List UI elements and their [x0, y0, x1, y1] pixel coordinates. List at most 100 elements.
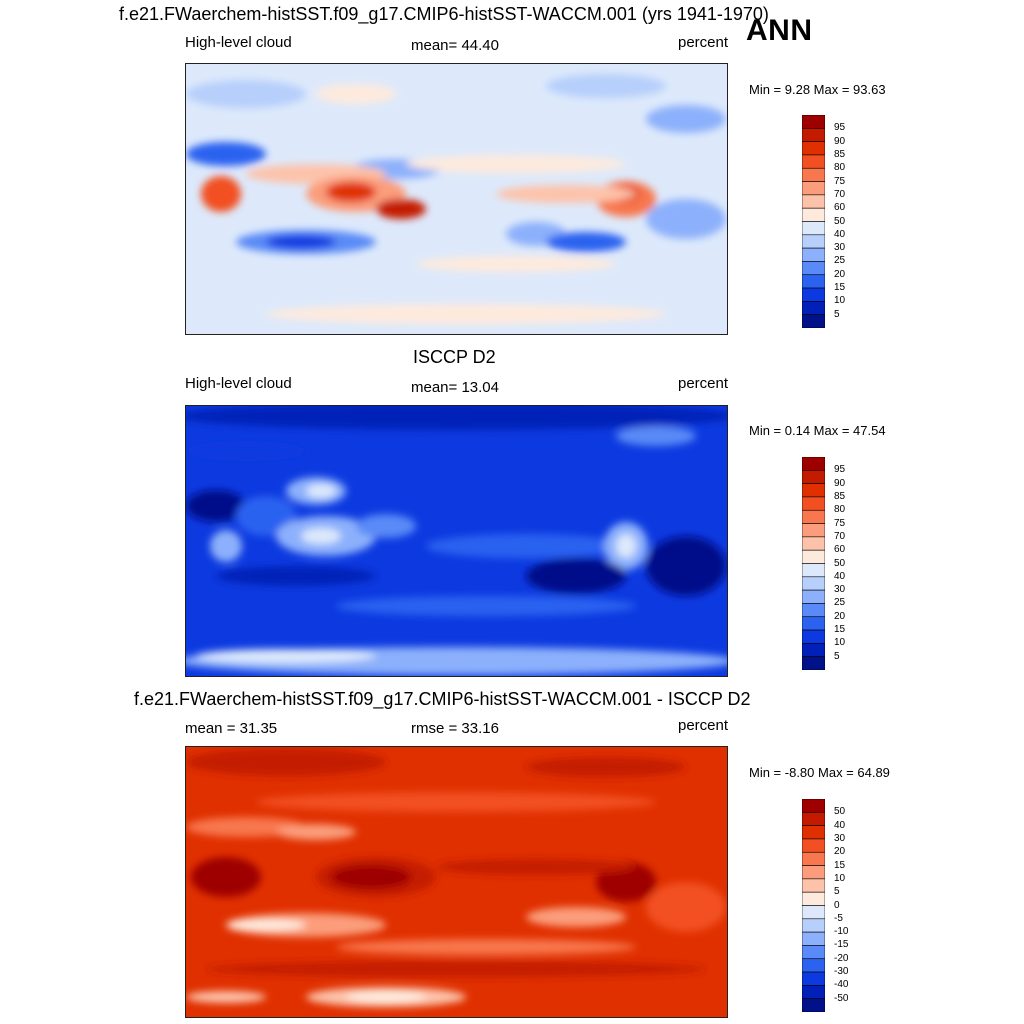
colorbar-tick-label: 30: [834, 584, 846, 596]
colorbar-tick-label: 90: [834, 135, 846, 147]
panel1-title: f.e21.FWaerchem-histSST.f09_g17.CMIP6-hi…: [119, 4, 769, 24]
colorbar-tick-label: -30: [834, 966, 849, 978]
panel3-rmse-label: rmse = 33.16: [411, 720, 499, 737]
colorbar-box: [801, 998, 826, 1013]
colorbar-tick-label: 50: [834, 215, 846, 227]
colorbar-box: [801, 247, 826, 262]
colorbar-box: [801, 643, 826, 657]
colorbar-box: [801, 838, 826, 853]
colorbar-tick-label: 85: [834, 490, 846, 502]
colorbar-tick-label: 10: [834, 637, 846, 649]
colorbar-tick-label: 40: [834, 570, 846, 582]
colorbar-box: [801, 261, 826, 276]
colorbar-tick-label: -5: [834, 912, 843, 924]
colorbar-tick-label: -15: [834, 939, 849, 951]
colorbar-tick-label: 80: [834, 162, 846, 174]
colorbar-box: [801, 576, 826, 591]
colorbar-box: [801, 141, 826, 156]
colorbar-tick-label: 70: [834, 530, 846, 542]
colorbar-tick-label: 20: [834, 268, 846, 280]
panel2-units-label: percent: [678, 375, 729, 392]
colorbar-box: [801, 549, 826, 564]
colorbar-tick-label: 30: [834, 242, 846, 254]
colorbar-box: [801, 798, 826, 813]
colorbar-tick-label: 25: [834, 255, 846, 267]
colorbar-box: [801, 114, 826, 129]
colorbar-box: [801, 167, 826, 182]
colorbar-tick-label: 80: [834, 504, 846, 516]
colorbar-tick-label: 0: [834, 899, 840, 911]
colorbar-tick-label: 15: [834, 624, 846, 636]
colorbar-tick-label: 5: [834, 308, 840, 320]
colorbar-box: [801, 971, 826, 986]
panel3-title: f.e21.FWaerchem-histSST.f09_g17.CMIP6-hi…: [134, 689, 751, 709]
panel1-map: [185, 63, 728, 335]
colorbar-tick-label: 90: [834, 477, 846, 489]
colorbar-tick-label: 10: [834, 872, 846, 884]
colorbar-box: [801, 931, 826, 946]
colorbar-box: [801, 589, 826, 604]
colorbar-tick-label: -10: [834, 926, 849, 938]
panel1-units-label: percent: [678, 34, 729, 51]
colorbar-box: [801, 865, 826, 880]
colorbar-box: [801, 629, 826, 644]
colorbar-tick-label: 95: [834, 464, 846, 476]
colorbar-box: [801, 287, 826, 302]
colorbar-box: [801, 207, 826, 222]
colorbar-tick-label: 15: [834, 859, 846, 871]
colorbar-box: [801, 314, 826, 329]
panel2-colorbar: [801, 456, 826, 671]
season-label: ANN: [746, 14, 813, 47]
colorbar-box: [801, 274, 826, 289]
panel3-map: [185, 746, 728, 1018]
panel2-left-label: High-level cloud: [185, 375, 292, 392]
colorbar-tick-label: 60: [834, 202, 846, 214]
colorbar-tick-label: 50: [834, 806, 846, 818]
colorbar-tick-label: 20: [834, 846, 846, 858]
colorbar-tick-label: 20: [834, 610, 846, 622]
colorbar-tick-label: 5: [834, 650, 840, 662]
panel2-mean-label: mean= 13.04: [411, 379, 499, 396]
panel1-colorbar: [801, 114, 826, 329]
colorbar-box: [801, 825, 826, 840]
colorbar-tick-label: 40: [834, 819, 846, 831]
colorbar-box: [801, 878, 826, 893]
colorbar-box: [801, 891, 826, 906]
panel3-colorbar: [801, 798, 826, 1013]
colorbar-box: [801, 523, 826, 538]
colorbar-box: [801, 656, 826, 671]
panel1-minmax: Min = 9.28 Max = 93.63: [749, 82, 886, 97]
colorbar-box: [801, 536, 826, 551]
colorbar-box: [801, 234, 826, 249]
colorbar-tick-label: 30: [834, 832, 846, 844]
colorbar-box: [801, 456, 826, 471]
colorbar-box: [801, 603, 826, 618]
colorbar-tick-label: -40: [834, 979, 849, 991]
colorbar-tick-label: 25: [834, 597, 846, 609]
colorbar-box: [801, 905, 826, 920]
colorbar-box: [801, 985, 826, 999]
colorbar-box: [801, 181, 826, 196]
panel3-minmax: Min = -8.80 Max = 64.89: [749, 765, 890, 780]
colorbar-tick-label: 5: [834, 886, 840, 898]
panel3-units-label: percent: [678, 717, 729, 734]
colorbar-tick-label: 10: [834, 295, 846, 307]
colorbar-box: [801, 470, 826, 484]
colorbar-tick-label: 40: [834, 228, 846, 240]
colorbar-box: [801, 958, 826, 973]
colorbar-box: [801, 616, 826, 631]
panel3-left-label: mean = 31.35: [185, 720, 278, 737]
colorbar-box: [801, 301, 826, 315]
colorbar-tick-label: 50: [834, 557, 846, 569]
colorbar-box: [801, 221, 826, 236]
colorbar-tick-label: -50: [834, 992, 849, 1004]
colorbar-box: [801, 812, 826, 826]
colorbar-box: [801, 509, 826, 524]
panel1-mean-label: mean= 44.40: [411, 37, 499, 54]
colorbar-tick-label: -20: [834, 952, 849, 964]
colorbar-tick-label: 95: [834, 122, 846, 134]
colorbar-box: [801, 154, 826, 169]
colorbar-box: [801, 194, 826, 209]
colorbar-box: [801, 945, 826, 960]
colorbar-box: [801, 851, 826, 866]
